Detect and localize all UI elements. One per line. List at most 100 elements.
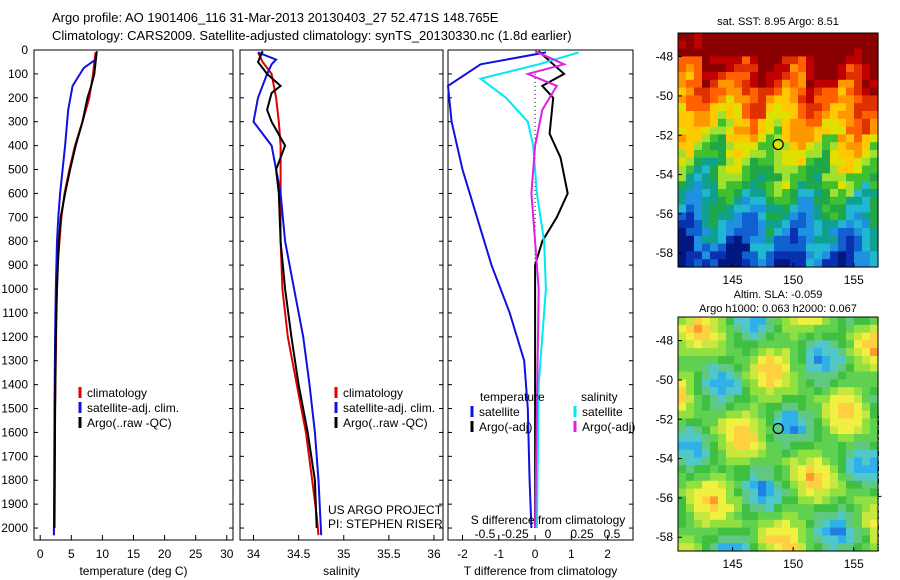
map-cell	[678, 142, 687, 151]
map-cell	[734, 527, 743, 536]
map-cell	[694, 142, 703, 151]
map-cell	[774, 363, 783, 373]
map-cell	[774, 235, 783, 245]
map-cell	[790, 535, 799, 544]
map-cell	[838, 480, 847, 490]
map-cell	[854, 157, 863, 167]
map-cell	[862, 535, 871, 544]
map-cell	[734, 395, 743, 404]
map-cell	[806, 118, 815, 128]
map-cell	[822, 220, 831, 229]
map-cell	[790, 79, 799, 89]
map-cell	[750, 348, 759, 357]
map-cell	[870, 535, 879, 544]
map-cell	[710, 111, 719, 120]
map-cell	[734, 473, 743, 482]
map-cell	[838, 150, 847, 159]
map-cell	[798, 111, 807, 120]
map-cell	[694, 173, 703, 182]
map-cell	[830, 371, 839, 380]
map-cell	[814, 457, 823, 466]
map-cell	[798, 33, 807, 42]
map-cell	[790, 441, 799, 451]
map-cell	[766, 196, 775, 206]
map-cell	[686, 111, 695, 120]
map-cell	[830, 259, 839, 268]
map-cell	[734, 235, 743, 245]
map-cell	[766, 204, 775, 213]
map-cell	[854, 251, 863, 260]
x-tick-label: 0	[532, 547, 539, 561]
map-x-tick-label: 150	[783, 273, 803, 287]
map-cell	[862, 434, 871, 443]
map-cell	[838, 126, 847, 135]
map-cell	[726, 379, 735, 388]
map-cell	[694, 488, 703, 497]
map-cell	[750, 488, 759, 497]
map-cell	[814, 519, 823, 529]
map-cell	[750, 496, 759, 505]
series-line-climatology	[257, 51, 320, 536]
map-cell	[870, 173, 879, 182]
map-cell	[734, 535, 743, 544]
map-cell	[710, 496, 719, 505]
map-cell	[726, 465, 735, 474]
map-cell	[750, 243, 759, 252]
map-cell	[854, 418, 863, 427]
map-cell	[862, 204, 871, 213]
y-tick-label: 1800	[1, 473, 28, 487]
map-cell	[862, 496, 871, 505]
map-cell	[742, 317, 751, 326]
map-cell	[854, 87, 863, 96]
map-cell	[726, 165, 735, 174]
map-cell	[854, 410, 863, 419]
map-cell	[862, 504, 871, 513]
map-cell	[750, 212, 759, 221]
map-cell	[694, 535, 703, 544]
map-cell	[678, 251, 687, 260]
map-cell	[838, 56, 847, 65]
series-line-argoadj	[534, 50, 569, 528]
map-cell	[718, 480, 727, 490]
map-cell	[750, 48, 759, 57]
map-cell	[790, 33, 799, 42]
map-cell	[830, 356, 839, 365]
map-cell	[814, 480, 823, 490]
map-cell	[830, 348, 839, 357]
map-cell	[790, 64, 799, 73]
map-cell	[686, 72, 695, 81]
x-tick-label: 34	[247, 547, 261, 561]
map-cell	[838, 259, 847, 268]
map-cell	[830, 512, 839, 521]
map-cell	[766, 512, 775, 521]
map-cell	[694, 519, 703, 529]
map-cell	[806, 348, 815, 357]
map-cell	[774, 371, 783, 380]
map-cell	[790, 356, 799, 365]
map-cell	[838, 395, 847, 404]
map-cell	[750, 418, 759, 427]
map-cell	[694, 348, 703, 357]
map-cell	[782, 64, 791, 73]
map-cell	[830, 111, 839, 120]
map-cell	[678, 212, 687, 221]
map-cell	[814, 527, 823, 536]
map-cell	[750, 512, 759, 521]
map-cell	[798, 324, 807, 334]
map-cell	[870, 142, 879, 151]
map-cell	[830, 95, 839, 104]
map-cell	[766, 189, 775, 198]
map-cell	[862, 363, 871, 373]
map-cell	[686, 410, 695, 419]
map-cell	[734, 181, 743, 190]
map-cell	[710, 434, 719, 443]
map-cell	[838, 543, 847, 552]
map-cell	[758, 220, 767, 229]
map-cell	[718, 535, 727, 544]
map-cell	[726, 48, 735, 57]
y-tick-label: 1700	[1, 449, 28, 463]
series-line-satelliteadjclim	[52, 52, 98, 536]
map-sla-frame	[677, 316, 879, 552]
map-cell	[822, 235, 831, 245]
map-cell	[830, 189, 839, 198]
